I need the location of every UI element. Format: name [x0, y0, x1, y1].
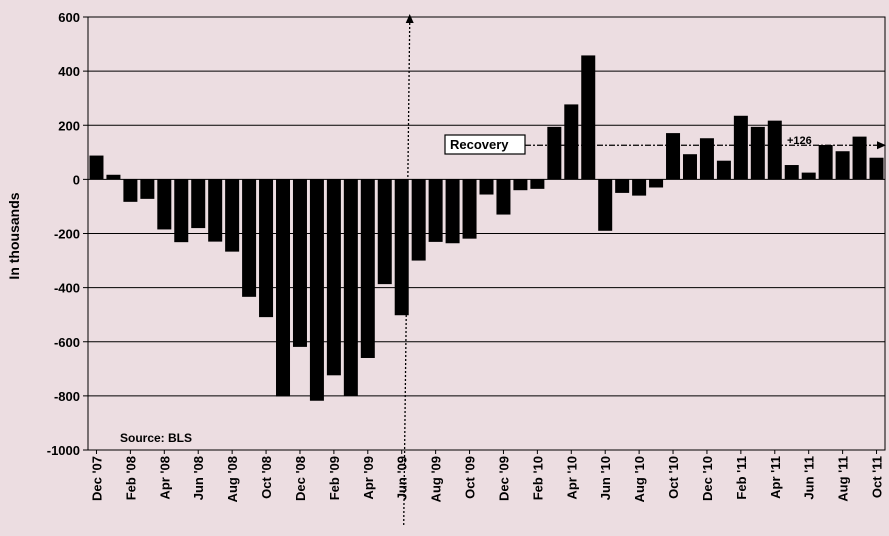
- y-tick-label: 0: [73, 172, 80, 187]
- bar: [564, 104, 579, 180]
- bar: [309, 179, 324, 401]
- bar: [157, 179, 172, 230]
- x-tick-label: Dec '10: [700, 456, 715, 501]
- bar: [292, 179, 307, 347]
- bar: [869, 157, 884, 180]
- bar: [445, 179, 460, 244]
- x-tick-label: Oct '09: [463, 456, 478, 499]
- bar: [276, 179, 291, 397]
- x-tick-label: Aug '09: [429, 456, 444, 502]
- bar: [581, 55, 596, 180]
- recovery-average-arrowhead: [877, 141, 886, 150]
- bar: [225, 179, 240, 252]
- recovery-label: Recovery: [450, 137, 509, 152]
- x-tick-label: Aug '11: [836, 456, 851, 502]
- bar: [326, 179, 341, 376]
- source-note: Source: BLS: [120, 431, 192, 445]
- bar: [530, 179, 545, 189]
- bar: [479, 179, 494, 195]
- bar: [242, 179, 257, 297]
- x-tick-label: Apr '08: [157, 456, 172, 500]
- bar: [784, 165, 799, 180]
- bar: [513, 179, 528, 191]
- bar: [428, 179, 443, 242]
- x-tick-label: Jun '10: [598, 456, 613, 500]
- bar: [547, 126, 562, 180]
- x-tick-label: Apr '11: [768, 456, 783, 499]
- x-tick-label: Dec '07: [89, 456, 104, 501]
- bar: [733, 115, 748, 180]
- bars: [89, 55, 884, 401]
- x-tick-label: Oct '11: [870, 456, 885, 498]
- bar: [140, 179, 155, 199]
- annotations: Source: BLS Recovery +126: [120, 14, 886, 526]
- bar: [767, 120, 782, 180]
- y-tick-label: -200: [54, 227, 80, 242]
- bar: [394, 179, 409, 316]
- plot-border: [87, 16, 886, 451]
- bar: [123, 179, 138, 202]
- bar: [682, 154, 697, 180]
- bar: [699, 138, 714, 180]
- gridlines: [88, 16, 885, 451]
- x-tick-label: Feb '11: [734, 456, 749, 500]
- bar: [598, 179, 613, 231]
- trough-marker-arrowhead: [405, 14, 414, 23]
- bar: [89, 155, 104, 180]
- bar: [615, 179, 630, 193]
- bar: [259, 179, 274, 318]
- x-tick-label: Oct '08: [259, 456, 274, 499]
- x-tick-label: Jun '11: [802, 456, 817, 500]
- x-tick-label: Jun '08: [191, 456, 206, 500]
- bar: [716, 160, 731, 180]
- y-tick-label: -600: [54, 335, 80, 350]
- bar: [750, 126, 765, 180]
- y-tick-label: 400: [58, 64, 80, 79]
- axes: 600 400 200 0 -200 -400 -600 -800 -1000 Dec '07 Fe…: [47, 10, 886, 502]
- x-tick-label: Feb '08: [123, 456, 138, 500]
- y-tick-label: -800: [54, 389, 80, 404]
- recovery-label-box: [444, 134, 526, 155]
- x-tick-label: Aug '10: [632, 456, 647, 502]
- y-tick-label: 200: [58, 118, 80, 133]
- bar: [801, 172, 816, 180]
- bar: [411, 179, 426, 261]
- x-tick-label: Feb '09: [327, 456, 342, 500]
- x-tick-label: Dec '09: [496, 456, 511, 501]
- bar: [208, 179, 223, 242]
- x-tick-label: Aug '08: [225, 456, 240, 502]
- bar: [191, 179, 206, 229]
- bar: [462, 179, 477, 239]
- y-tick-label: -1000: [47, 443, 80, 458]
- x-tick-label: Dec '08: [293, 456, 308, 501]
- bar: [649, 179, 664, 188]
- x-tick-label: Oct '10: [666, 456, 681, 499]
- x-tick-label: Feb '10: [530, 456, 545, 500]
- y-tick-label: 600: [58, 10, 80, 25]
- bar: [818, 145, 833, 180]
- bar: [666, 133, 681, 180]
- bar: [106, 174, 121, 180]
- bar: [343, 179, 358, 396]
- bar: [632, 179, 647, 196]
- bar: [835, 151, 850, 180]
- bar: [852, 136, 867, 180]
- bar: [360, 179, 375, 358]
- x-tick-label: Apr '10: [564, 456, 579, 500]
- x-tick-label: Jun '09: [395, 456, 410, 500]
- bar: [174, 179, 189, 243]
- y-axis-label: In thousands: [6, 192, 22, 279]
- bar: [377, 179, 392, 285]
- recovery-average-label: +126: [787, 135, 812, 147]
- bar: [496, 179, 511, 215]
- x-tick-label: Apr '09: [361, 456, 376, 500]
- y-tick-label: -400: [54, 281, 80, 296]
